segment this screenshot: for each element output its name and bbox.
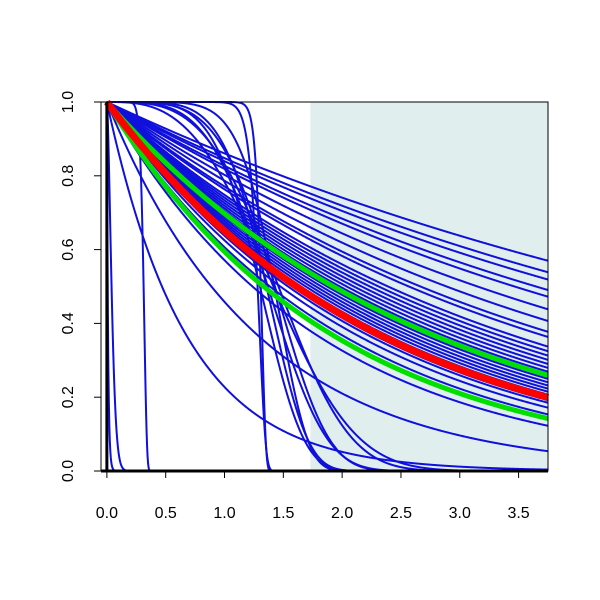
samples-curve-14 (106, 101, 549, 369)
reference-curve-0 (103, 99, 552, 401)
samples-curve-20 (106, 101, 549, 390)
x-tick-label: 2.5 (390, 505, 412, 522)
y-tick-label: 0.6 (60, 238, 77, 260)
samples-curve-25 (106, 101, 549, 409)
y-tick-label: 0.0 (60, 460, 77, 482)
x-tick-label: 3.5 (507, 505, 529, 522)
samples-curve-1 (106, 101, 549, 274)
plot-layer: 0.0 0.5 1.0 1.5 2.0 2.5 3.0 3.5 0.0 0.2 0.4 0.6 0.8… (60, 91, 552, 522)
samples-curve-3 (106, 101, 549, 291)
samples-curve-5 (106, 101, 549, 311)
samples-curve-18 (106, 101, 549, 384)
samples-curve-7 (106, 101, 549, 333)
samples-curve-29 (105, 101, 549, 471)
samples-curve-11 (106, 101, 549, 357)
y-tick-label: 0.2 (60, 386, 77, 408)
samples-curve-8 (106, 101, 549, 338)
y-tick-label: 0.4 (60, 312, 77, 334)
samples-curve-28 (105, 101, 549, 453)
bounds-curve-0 (104, 100, 551, 378)
samples-curve-2 (106, 101, 549, 281)
y-axis-ticks: 0.0 0.2 0.4 0.6 0.8 1.0 (60, 91, 101, 482)
samples-curve-27 (106, 101, 549, 427)
samples-curve-10 (106, 101, 549, 353)
x-tick-label: 3.0 (449, 505, 471, 522)
x-tick-label: 1.0 (213, 505, 235, 522)
samples-curve-12 (106, 101, 549, 361)
x-tick-label: 2.0 (331, 505, 353, 522)
y-tick-label: 0.8 (60, 165, 77, 187)
x-axis-ticks: 0.0 0.5 1.0 1.5 2.0 2.5 3.0 3.5 (96, 471, 530, 522)
samples-curve-6 (106, 101, 549, 322)
samples-curve-4 (106, 101, 549, 298)
x-tick-label: 0.5 (155, 505, 177, 522)
samples-curve-19 (106, 101, 549, 387)
samples-curve-9 (106, 101, 549, 348)
samples-curve-0 (106, 101, 549, 262)
x-tick-label: 0.0 (96, 505, 118, 522)
x-tick-label: 1.5 (272, 505, 294, 522)
samples-curve-13 (106, 101, 549, 365)
bounds-curve-1 (104, 100, 551, 421)
y-tick-label: 1.0 (60, 91, 77, 113)
